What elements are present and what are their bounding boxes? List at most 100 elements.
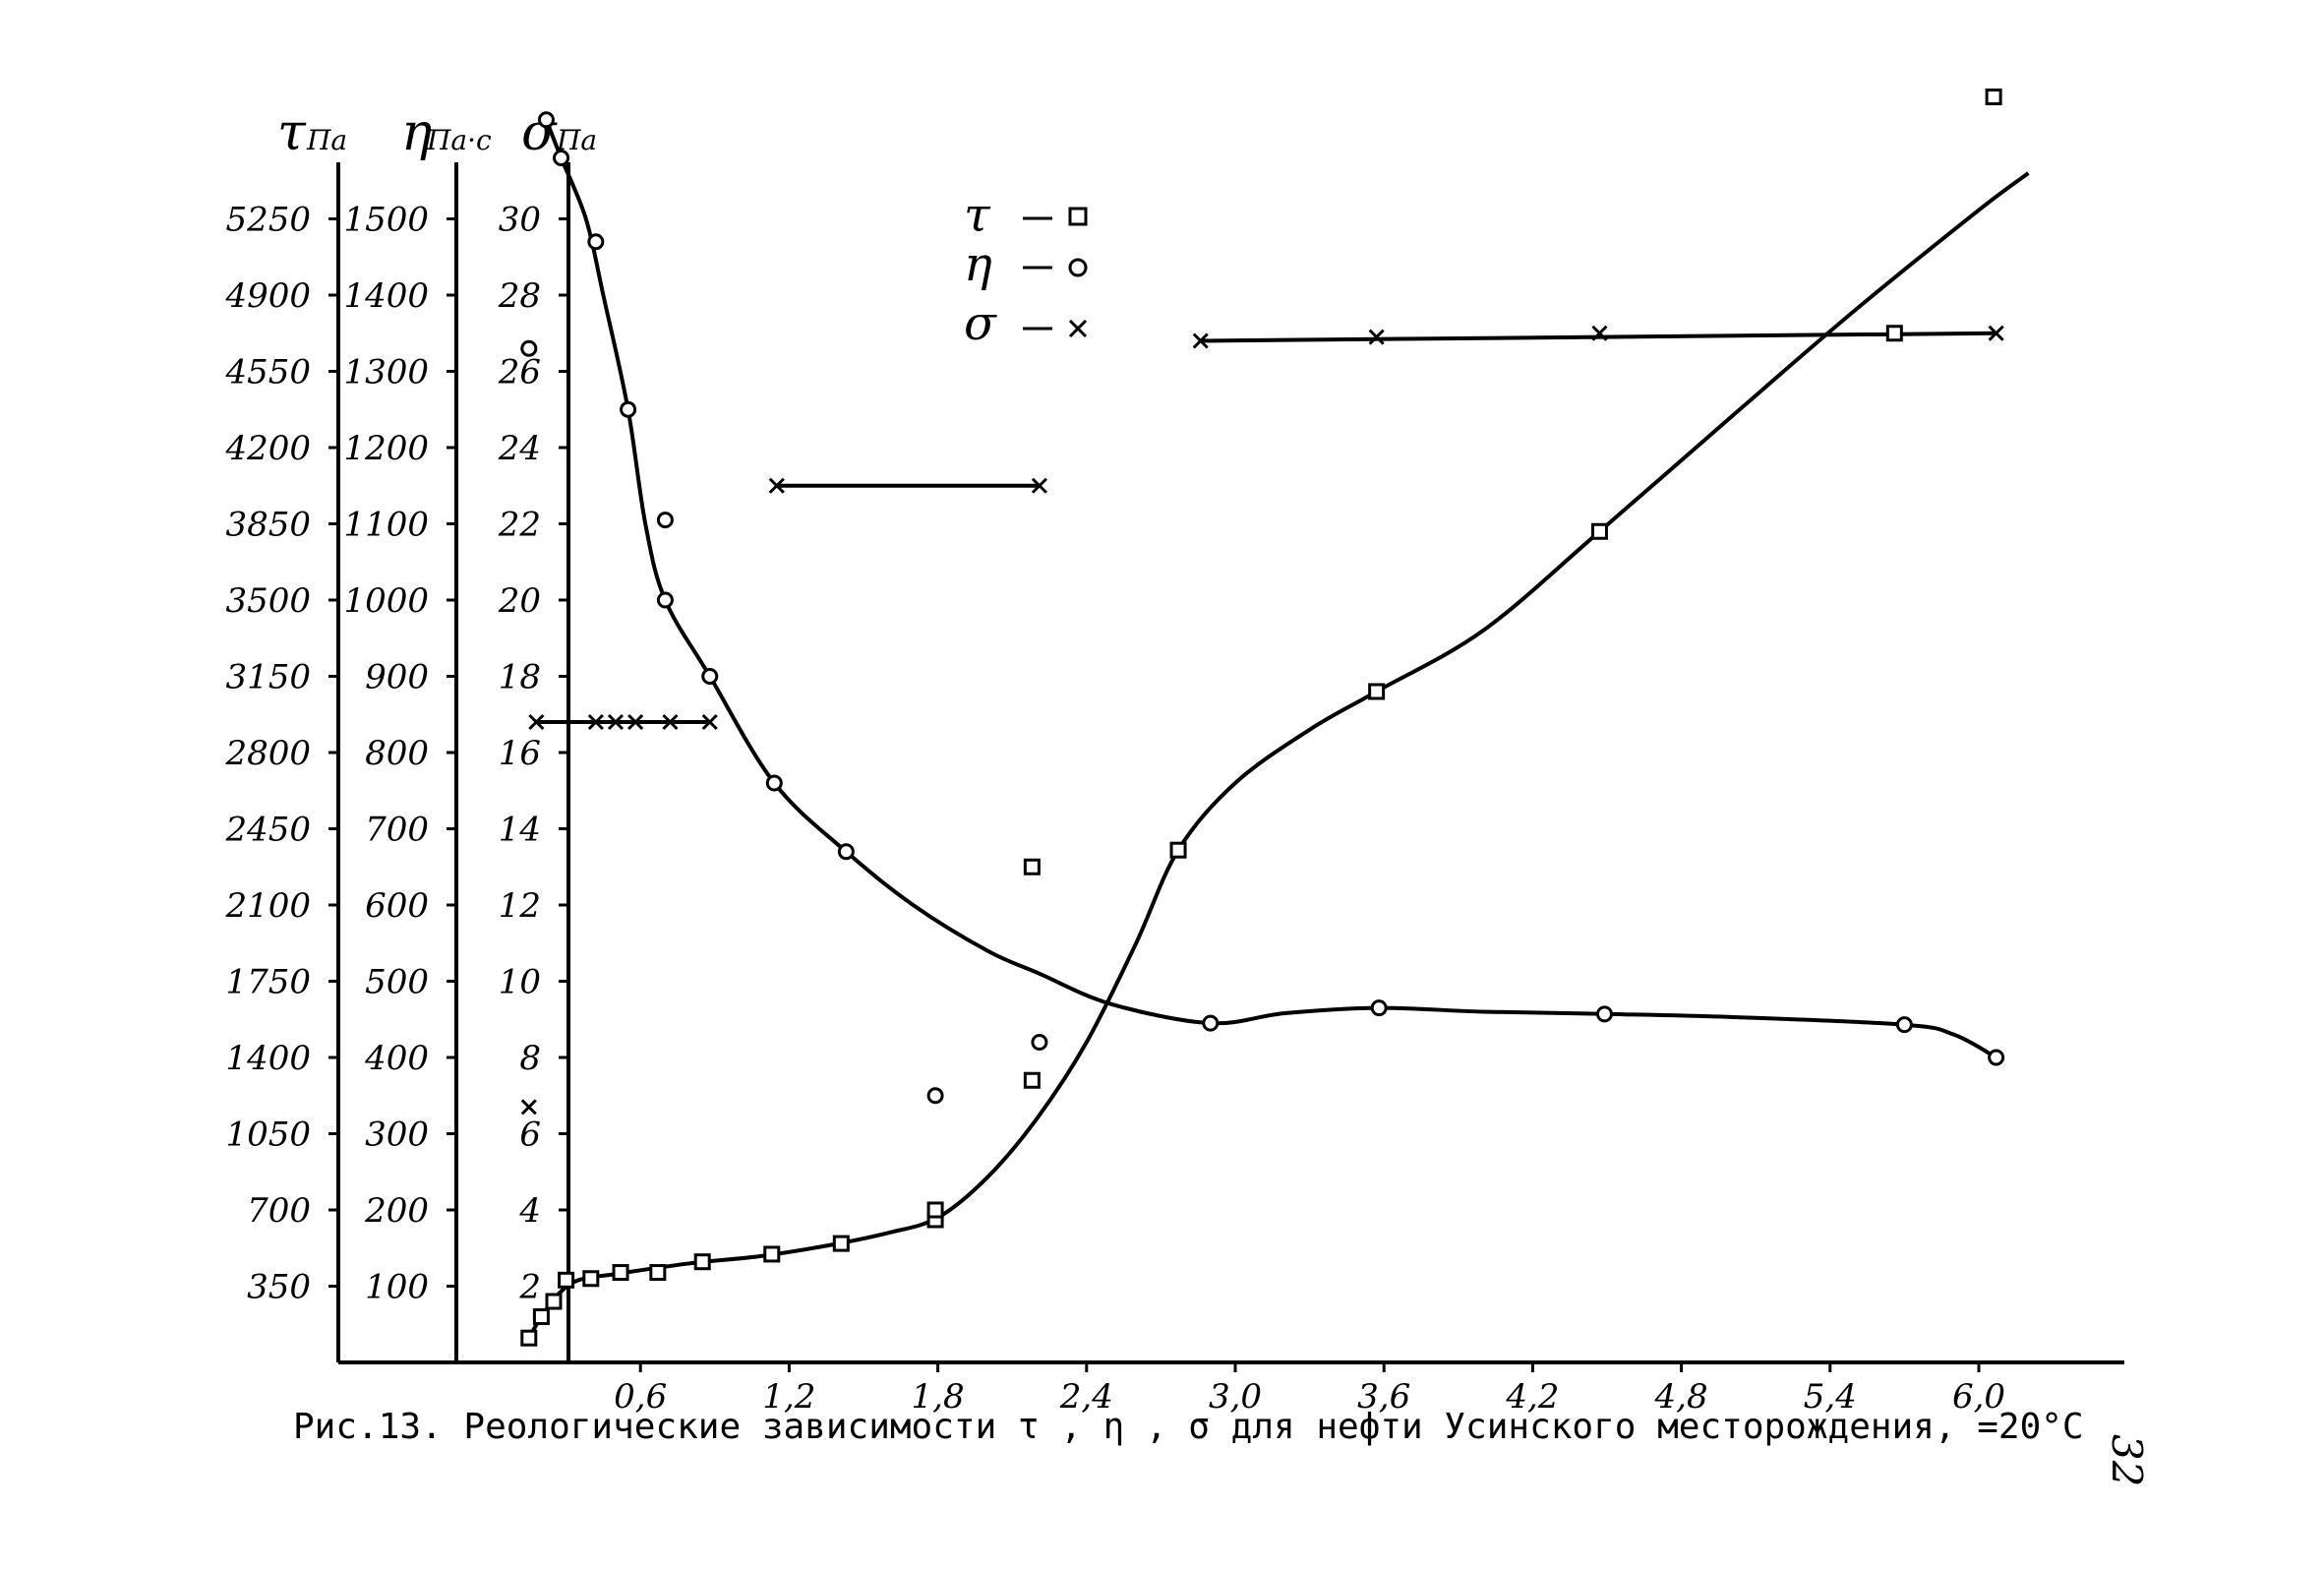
sigma-point	[701, 713, 718, 731]
page-number: 32	[2103, 1434, 2151, 1486]
axis-0-tick-label: 1050	[225, 1116, 311, 1155]
axis-1-tick-label: 800	[365, 734, 429, 773]
y-axis-ticks: 3507001050140017502100245028003150350038…	[224, 201, 568, 1307]
axis-1-tick-label: 300	[365, 1116, 429, 1155]
tau-point	[558, 1271, 575, 1289]
x-axis-tick-label: 4,2	[1505, 1377, 1559, 1417]
tau-point	[1985, 89, 2002, 105]
tau-point	[649, 1264, 667, 1282]
axis-2-tick-label: 8	[519, 1039, 541, 1078]
eta-point	[837, 843, 855, 861]
axis-0-tick-label: 4900	[224, 276, 311, 316]
axis-2-tick-label: 16	[499, 734, 541, 773]
tau-point	[1023, 858, 1041, 875]
sigma-point	[607, 713, 625, 731]
axis-0-tick-label: 3500	[225, 581, 311, 621]
axis-0-tick-label: 4200	[224, 429, 311, 468]
axis-eta-title: η	[401, 103, 432, 162]
x-axis-tick-label: 1,8	[912, 1377, 965, 1417]
eta-point	[1370, 999, 1388, 1017]
legend: τ η σ	[964, 188, 1088, 351]
axis-eta-unit: Па·с	[426, 124, 492, 156]
axis-0-tick-label: 2800	[224, 734, 311, 773]
eta-point	[701, 668, 719, 685]
axis-1-tick-label: 1200	[343, 429, 429, 468]
axis-1-tick-label: 1000	[343, 581, 429, 621]
eta-point	[620, 400, 637, 418]
x-axis-tick-label: 1,2	[762, 1377, 815, 1417]
eta-point	[1202, 1014, 1220, 1032]
axis-1-tick-label: 100	[365, 1268, 429, 1307]
sigma-point	[1031, 477, 1047, 494]
axis-2-tick-label: 10	[499, 963, 541, 1002]
eta-point	[537, 111, 555, 129]
axis-0-tick-label: 5250	[225, 201, 311, 240]
axis-2-tick-label: 28	[498, 276, 541, 316]
legend-eta-marker	[1068, 258, 1088, 277]
tau-point	[612, 1264, 629, 1282]
axis-1-tick-label: 500	[365, 963, 429, 1002]
tau-point	[1590, 522, 1608, 540]
axis-2-tick-label: 4	[518, 1191, 541, 1231]
sigma-point	[528, 713, 545, 731]
axis-1-tick-label: 700	[365, 811, 429, 850]
sigma-point	[627, 713, 644, 731]
eta-point	[1988, 1049, 2005, 1066]
sigma-point	[1192, 332, 1209, 349]
sigma-segment	[1200, 331, 1996, 343]
x-axis-tick-label: 5,4	[1804, 1377, 1857, 1417]
figure-caption: Рис.13. Реологические зависимости τ , η …	[293, 1407, 2084, 1447]
tau-point	[582, 1270, 600, 1288]
legend-sigma-symbol: σ	[964, 296, 997, 351]
axis-1-tick-label: 1400	[343, 276, 429, 316]
eta-point	[520, 339, 538, 357]
axis-2-tick-label: 22	[498, 506, 541, 545]
series-markers	[520, 89, 2005, 1347]
axis-1-tick-label: 1100	[343, 506, 429, 545]
axis-2-tick-label: 20	[498, 581, 541, 621]
sigma-point	[662, 713, 679, 731]
axis-2-tick-label: 24	[498, 429, 541, 468]
tau-point	[832, 1235, 850, 1252]
tau-point	[1885, 325, 1903, 342]
tau-point	[693, 1253, 711, 1271]
x-axis-tick-label: 3,6	[1357, 1377, 1410, 1417]
tau-point	[520, 1329, 538, 1347]
tau-point	[1368, 683, 1386, 700]
eta-point	[765, 774, 783, 792]
axis-1-tick-label: 200	[364, 1191, 429, 1231]
axis-2-tick-label: 30	[499, 201, 541, 240]
axis-2-tick-label: 6	[519, 1116, 541, 1155]
series-curves	[527, 119, 2030, 1340]
legend-tau-symbol: τ	[964, 188, 991, 243]
sigma-point	[1591, 325, 1608, 341]
x-axis-ticks: 0,6 1,2 1,8 2,4 3,0 3,6 4,2 4,8 5,4 6,0	[614, 1362, 2005, 1417]
axis-2-tick-label: 26	[498, 353, 541, 392]
eta-curve	[544, 119, 1997, 1059]
legend-tau-marker	[1068, 207, 1088, 226]
legend-sigma-marker	[1068, 319, 1088, 338]
eta-point	[656, 591, 674, 609]
axis-1-tick-label: 1500	[343, 201, 429, 240]
sigma-point	[520, 1099, 537, 1116]
axis-0-tick-label: 4550	[224, 353, 311, 392]
tau-point	[763, 1245, 781, 1263]
eta-point	[1895, 1016, 1913, 1034]
eta-point	[587, 233, 605, 251]
axis-0-tick-label: 350	[247, 1268, 311, 1307]
axis-2-tick-label: 18	[499, 658, 541, 697]
eta-point	[656, 512, 674, 529]
tau-point	[1023, 1071, 1041, 1089]
axis-0-tick-label: 2100	[224, 886, 311, 926]
axis-2-tick-label: 12	[499, 886, 541, 926]
x-axis-tick-label: 6,0	[1952, 1377, 2005, 1417]
axis-0-tick-label: 3150	[225, 658, 311, 697]
axis-0-tick-label: 1400	[225, 1039, 311, 1078]
axis-1-tick-label: 600	[365, 886, 429, 926]
axis-2-tick-label: 2	[518, 1268, 541, 1307]
axis-1-tick-label: 1300	[343, 353, 429, 392]
x-axis-tick-label: 0,6	[614, 1377, 667, 1417]
sigma-point	[1988, 325, 2004, 341]
axis-0-tick-label: 1750	[225, 963, 311, 1002]
eta-point	[1595, 1005, 1613, 1023]
